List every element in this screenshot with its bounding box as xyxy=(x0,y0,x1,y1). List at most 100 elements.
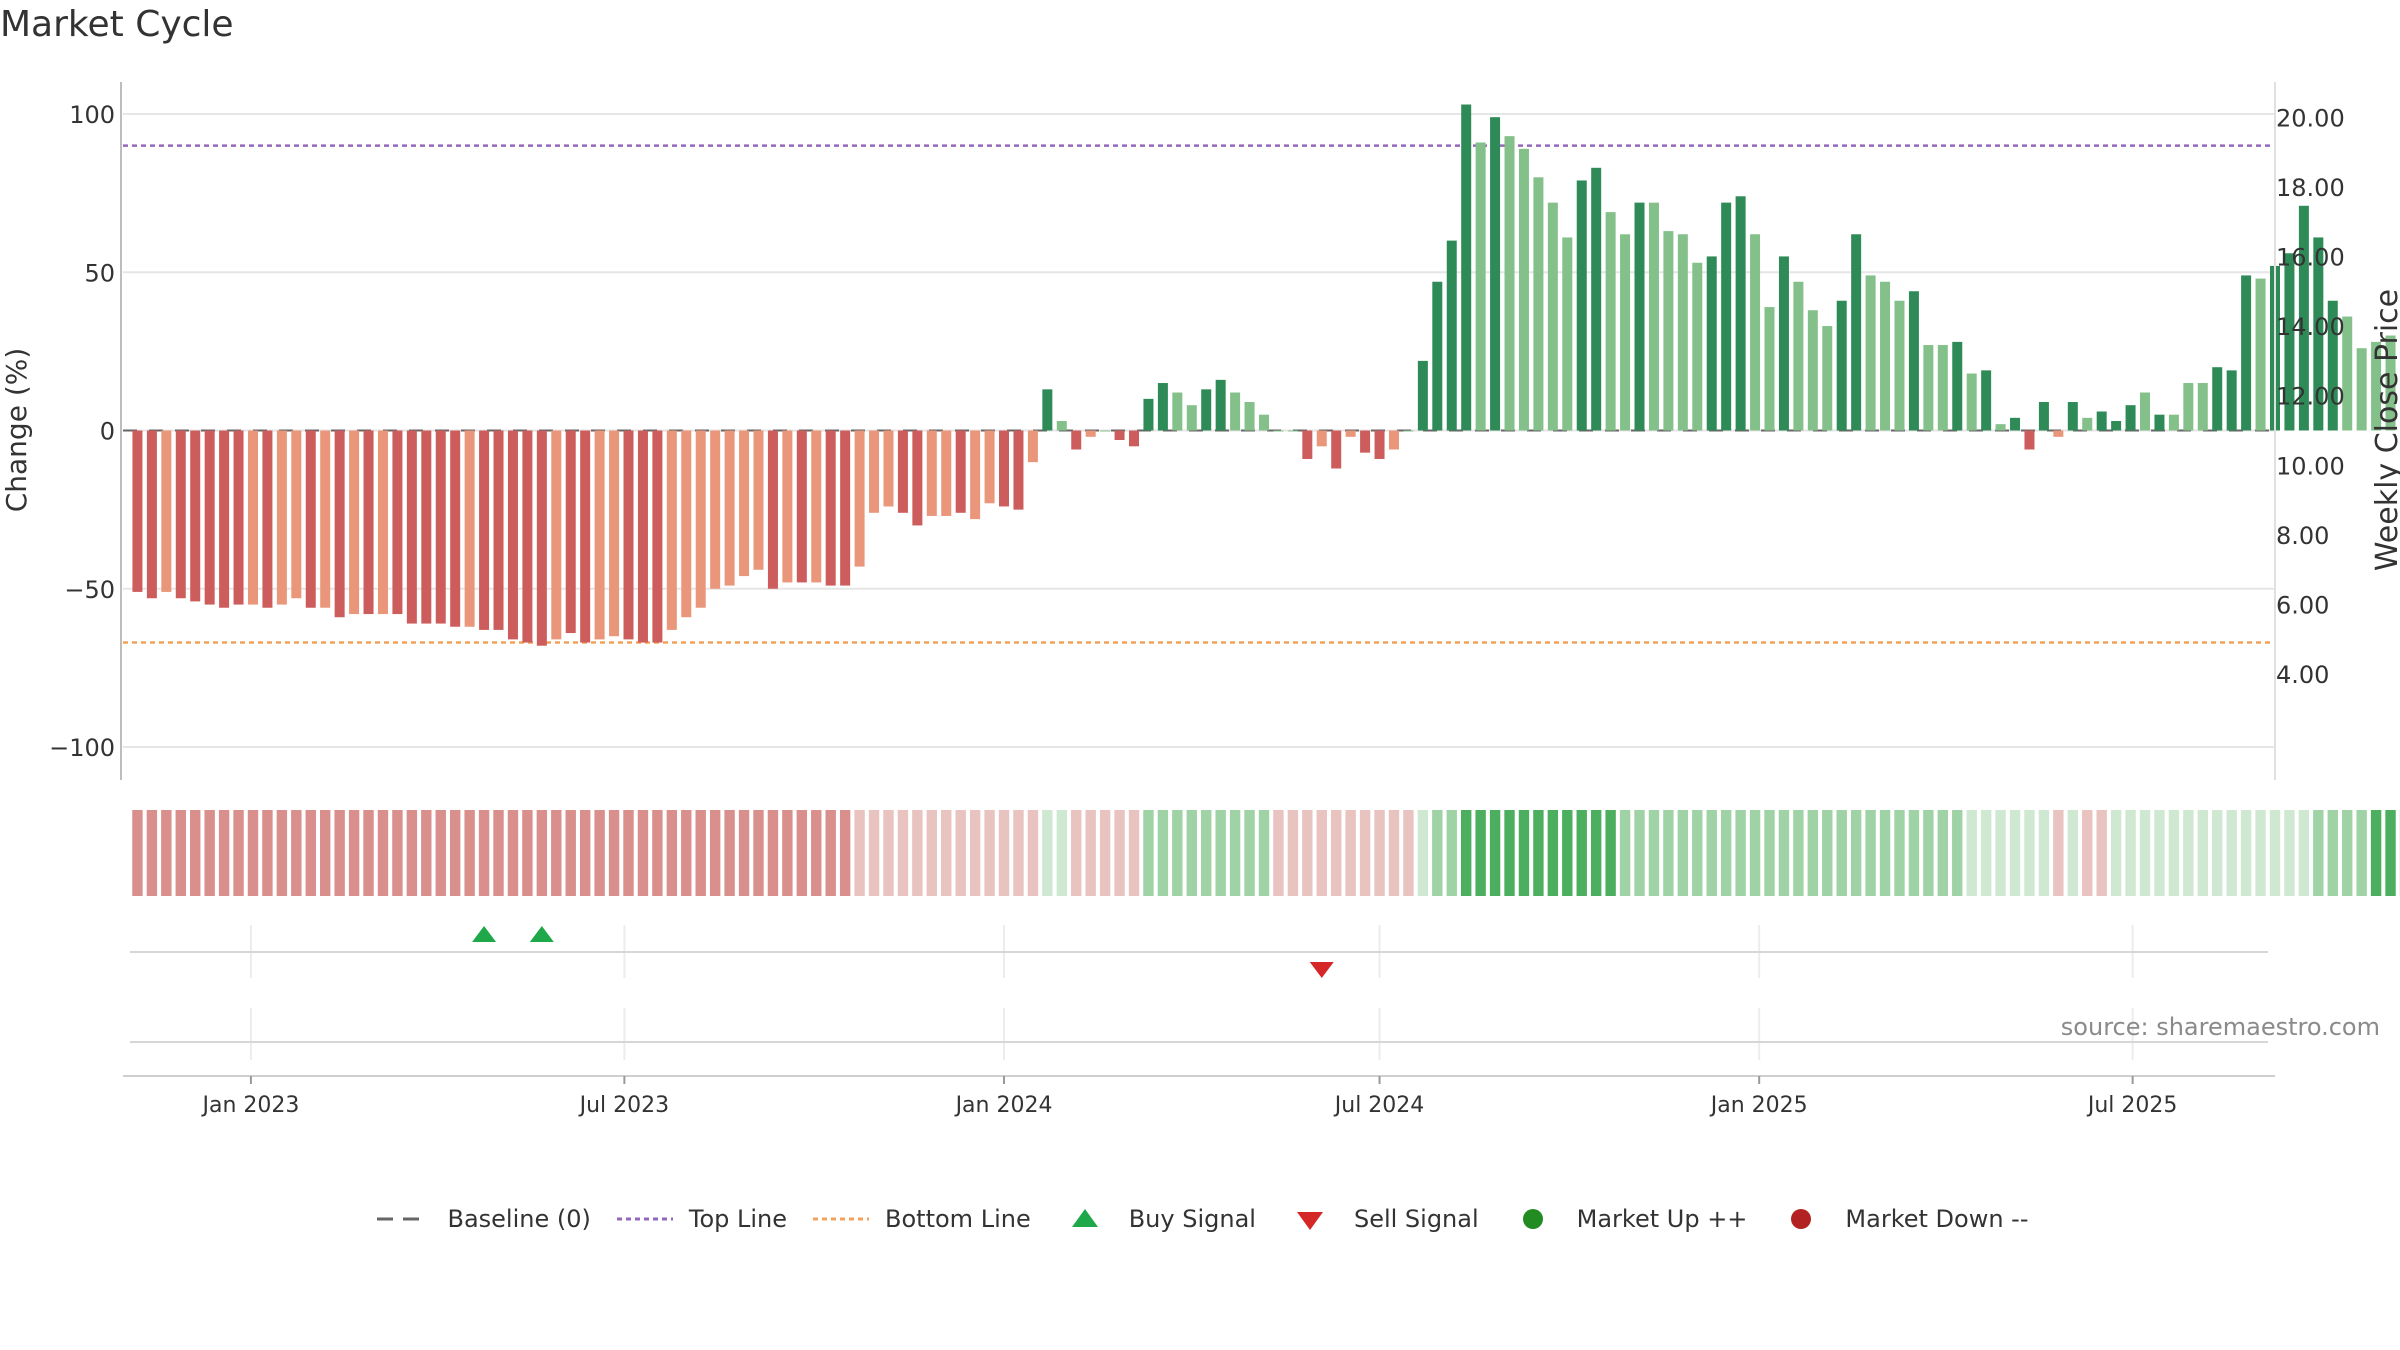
legend: Baseline (0) Top Line Bottom Line Buy Si… xyxy=(0,1205,2400,1233)
bar-week xyxy=(291,430,302,599)
band-cell xyxy=(1634,810,1645,896)
legend-label-baseline: Baseline (0) xyxy=(447,1205,591,1233)
bar-week xyxy=(2241,275,2252,431)
band-cell xyxy=(478,810,490,896)
band-cell xyxy=(2183,810,2194,896)
band-cell xyxy=(1590,810,1602,896)
band-cell xyxy=(262,810,273,896)
bar-week xyxy=(2168,414,2179,431)
bar-week xyxy=(1360,430,1371,453)
band-cell xyxy=(464,810,475,896)
triangle-up-icon xyxy=(1053,1205,1117,1233)
band-cell xyxy=(377,810,389,896)
bar-week xyxy=(1966,373,1977,431)
bar-week xyxy=(652,430,663,643)
bar-week xyxy=(955,430,966,513)
bar-week xyxy=(2197,383,2208,431)
band-cell xyxy=(2067,810,2078,896)
bar-week xyxy=(1302,430,1313,459)
band-cell xyxy=(2284,810,2295,896)
bar-week xyxy=(681,430,692,618)
bar-week xyxy=(479,430,490,630)
red-dot-icon xyxy=(1769,1205,1833,1233)
bar-week xyxy=(2226,370,2237,431)
band-cell xyxy=(2356,810,2367,896)
band-cell xyxy=(1850,810,1862,896)
bar-week xyxy=(1591,167,1602,431)
band-cell xyxy=(1778,810,1790,896)
bar-week xyxy=(739,430,750,577)
band-cell xyxy=(652,810,663,896)
bar-week xyxy=(132,430,143,592)
bar-week xyxy=(233,430,244,605)
band-cell xyxy=(796,810,808,896)
bar-week xyxy=(1634,202,1645,431)
band-cell xyxy=(2327,810,2338,896)
band-cell xyxy=(1287,810,1299,896)
legend-item-bottom-line[interactable]: Bottom Line xyxy=(809,1205,1031,1233)
band-cell xyxy=(2139,810,2151,896)
band-cell xyxy=(2009,810,2021,896)
band-cell xyxy=(1807,810,1819,896)
legend-item-sell-signal[interactable]: Sell Signal xyxy=(1278,1205,1479,1233)
band-cell xyxy=(1980,810,1992,896)
bar-week xyxy=(1258,414,1269,431)
band-cell xyxy=(2024,810,2035,896)
bar-week xyxy=(941,430,952,516)
legend-label-market-up: Market Up ++ xyxy=(1576,1205,1748,1233)
band-cell xyxy=(1042,810,1053,896)
band-cell xyxy=(666,810,678,896)
y-tick-label: 0 xyxy=(100,418,115,446)
band-cell xyxy=(912,810,923,896)
band-cell xyxy=(1966,810,1977,896)
band-cell xyxy=(1879,810,1891,896)
source-credit: source: sharemaestro.com xyxy=(2060,1013,2380,1041)
bar-week xyxy=(565,430,576,634)
band-cell xyxy=(1273,810,1284,896)
bar-week xyxy=(493,430,504,630)
bar-week xyxy=(1446,240,1457,431)
band-cell xyxy=(1822,810,1833,896)
band-cell xyxy=(291,810,302,896)
y2-tick-label: 4.00 xyxy=(2276,661,2329,689)
bar-week xyxy=(1981,370,1992,431)
signal-track xyxy=(130,926,2268,1043)
green-dot-icon xyxy=(1501,1205,1565,1233)
band-cell xyxy=(1894,810,1905,896)
y2-tick-label: 6.00 xyxy=(2276,591,2329,619)
bar-week xyxy=(1287,430,1298,432)
band-cell xyxy=(175,810,186,896)
band-cell xyxy=(2226,810,2237,896)
band-cell xyxy=(1547,810,1559,896)
band-cell xyxy=(204,810,215,896)
band-cell xyxy=(1706,810,1717,896)
bar-week xyxy=(883,430,894,507)
bar-week xyxy=(782,430,793,583)
baseline-dash-icon xyxy=(371,1205,435,1233)
legend-item-market-up[interactable]: Market Up ++ xyxy=(1501,1205,1748,1233)
band-cell xyxy=(1460,810,1472,896)
bar-week xyxy=(825,430,836,586)
band-cell xyxy=(1201,810,1212,896)
bottom-line-icon xyxy=(809,1205,873,1233)
band-cell xyxy=(2255,810,2266,896)
band-cell xyxy=(2269,810,2281,896)
band-cell xyxy=(839,810,851,896)
bar-week xyxy=(1114,430,1125,440)
bar-week xyxy=(1403,430,1414,432)
bar-week xyxy=(146,430,157,599)
band-cell xyxy=(2370,810,2382,896)
y2-tick-label: 16.00 xyxy=(2276,244,2345,272)
legend-item-market-down[interactable]: Market Down -- xyxy=(1769,1205,2029,1233)
band-cell xyxy=(1244,810,1255,896)
legend-item-top-line[interactable]: Top Line xyxy=(613,1205,787,1233)
bar-week xyxy=(1692,262,1703,431)
band-cell xyxy=(1692,810,1703,896)
bar-week xyxy=(580,430,591,643)
bar-week xyxy=(912,430,923,526)
legend-item-baseline[interactable]: Baseline (0) xyxy=(371,1205,591,1233)
bar-week xyxy=(2140,392,2151,431)
bar-week xyxy=(840,430,851,586)
band-cell xyxy=(406,810,418,896)
legend-item-buy-signal[interactable]: Buy Signal xyxy=(1053,1205,1256,1233)
